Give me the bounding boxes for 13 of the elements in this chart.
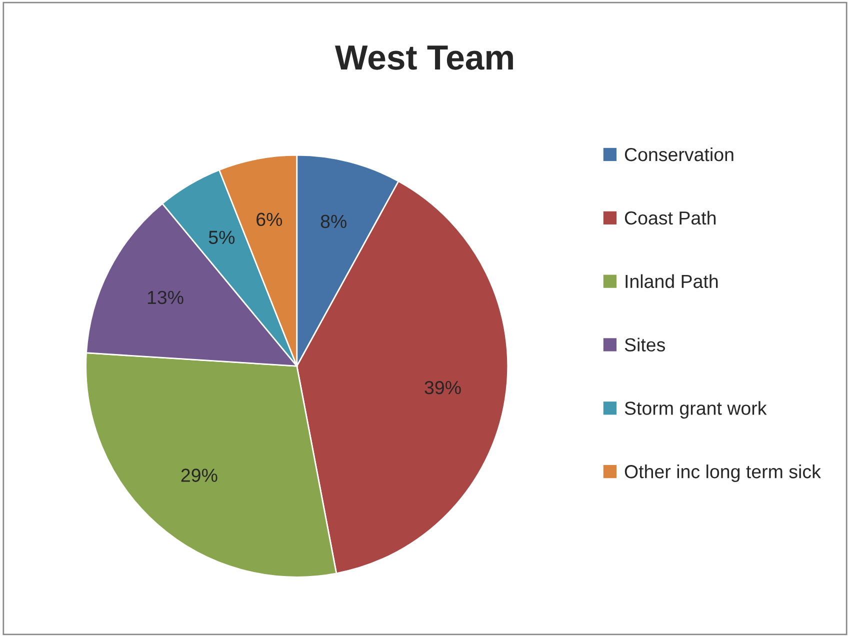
legend-label: Storm grant work	[624, 401, 767, 419]
legend-label: Inland Path	[626, 274, 718, 288]
legend-label: Sites	[624, 338, 666, 352]
data-label: 13%	[148, 290, 184, 304]
legend-label: Coast Path	[624, 210, 716, 225]
data-label: 8%	[320, 214, 346, 228]
data-label: 6%	[256, 212, 282, 226]
legend-label: Conservation	[624, 147, 734, 162]
data-label: 5%	[208, 230, 235, 244]
data-label: 39%	[424, 380, 461, 394]
data-label: 29%	[181, 468, 218, 482]
chart-title: West Team	[334, 46, 513, 70]
legend-label: Other inc long term sick	[624, 464, 821, 482]
